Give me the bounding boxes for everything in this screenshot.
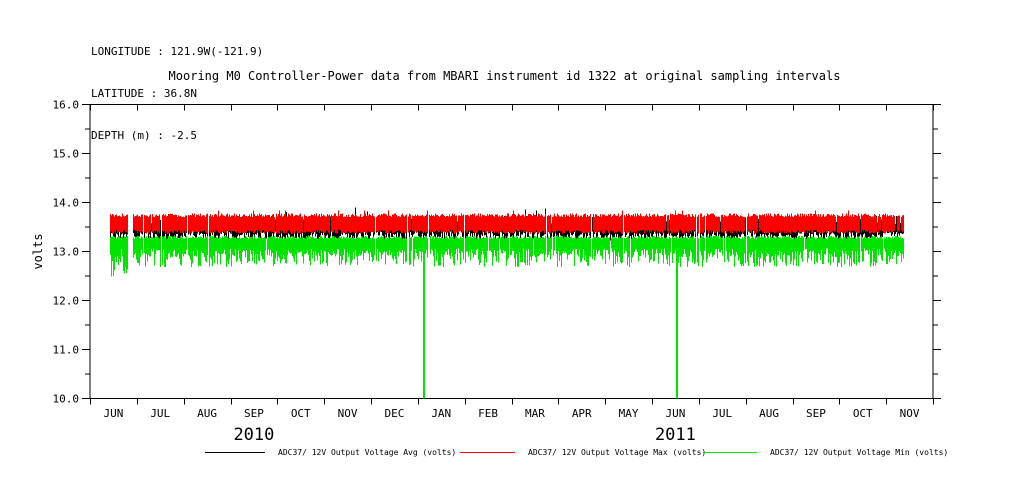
x-month-label: APR: [572, 407, 592, 420]
x-month-label: MAR: [525, 407, 545, 420]
legend-item-min: ADC37/ 12V Output Voltage Min (volts): [703, 446, 948, 458]
legend-label-max: ADC37/ 12V Output Voltage Max (volts): [528, 447, 707, 457]
x-month-label: JUL: [712, 407, 732, 420]
x-year-label: 2010: [233, 425, 274, 445]
legend-line-avg-icon: [205, 451, 265, 453]
y-tick-label: 10.0: [53, 393, 80, 406]
y-tick-label: 13.0: [53, 246, 80, 259]
legend-item-avg: ADC37/ 12V Output Voltage Avg (volts): [205, 446, 456, 458]
legend-line-min-icon: [703, 451, 757, 453]
chart-title: Mooring M0 Controller-Power data from MB…: [168, 69, 841, 83]
x-month-label: SEP: [806, 407, 826, 420]
x-month-label: MAY: [619, 407, 639, 420]
series-max: [110, 210, 904, 234]
axes: 16.0 15.0 14.0 13.0 12.0 11.0 10.0 JUN JUL AUG SEP…: [31, 99, 941, 445]
y-tick-label: 14.0: [53, 197, 80, 210]
latitude-label: LATITUDE : 36.8N: [91, 87, 197, 100]
legend-line-max-icon: [460, 451, 515, 453]
y-axis-title: volts: [31, 233, 45, 269]
legend-item-max: ADC37/ 12V Output Voltage Max (volts): [460, 446, 706, 458]
x-month-label: JUN: [103, 407, 123, 420]
y-tick-label: 12.0: [53, 295, 80, 308]
longitude-label: LONGITUDE : 121.9W(-121.9): [91, 45, 264, 58]
y-tick-label: 16.0: [53, 99, 80, 112]
depth-label: DEPTH (m) : -2.5: [91, 129, 197, 142]
legend-label-min: ADC37/ 12V Output Voltage Min (volts): [770, 447, 949, 457]
series-min: [110, 235, 904, 277]
x-month-label: FEB: [478, 407, 498, 420]
x-month-label: SEP: [244, 407, 264, 420]
x-month-label: AUG: [197, 407, 217, 420]
x-month-label: JUN: [665, 407, 685, 420]
y-tick-label: 15.0: [53, 148, 80, 161]
y-tick-label: 11.0: [53, 344, 80, 357]
x-month-label: NOV: [338, 407, 358, 420]
x-month-label: OCT: [291, 407, 311, 420]
x-month-label: NOV: [900, 407, 920, 420]
x-month-label: DEC: [384, 407, 404, 420]
x-year-label: 2011: [655, 425, 696, 445]
legend-label-avg: ADC37/ 12V Output Voltage Avg (volts): [278, 447, 457, 457]
x-month-label: AUG: [759, 407, 779, 420]
station-meta: LONGITUDE : 121.9W(-121.9) LATITUDE : 36…: [91, 17, 263, 171]
x-month-label: OCT: [853, 407, 873, 420]
x-month-label: JAN: [431, 407, 451, 420]
x-month-label: JUL: [150, 407, 170, 420]
